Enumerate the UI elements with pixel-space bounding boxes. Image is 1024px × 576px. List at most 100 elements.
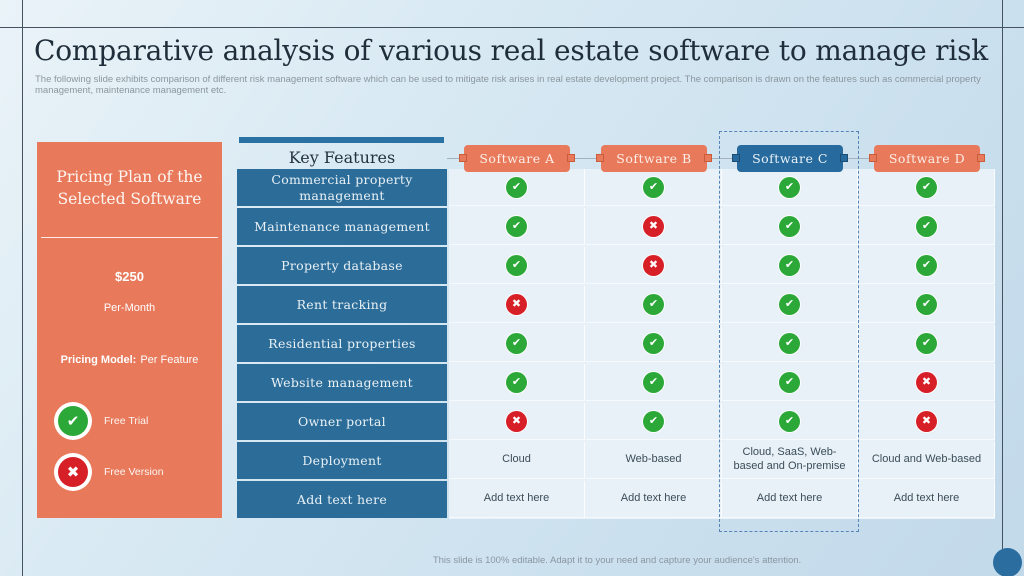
check-icon: ✔ xyxy=(643,410,664,432)
tab-software-c[interactable]: Software C xyxy=(732,145,848,172)
feature-row-label[interactable]: Residential properties xyxy=(237,325,447,362)
table-cell[interactable]: ✔ xyxy=(722,247,858,284)
table-cell[interactable]: ✔ xyxy=(586,286,722,323)
cross-icon: ✖ xyxy=(916,410,937,432)
table-cell[interactable]: ✔ xyxy=(722,286,858,323)
feature-row-label[interactable]: Website management xyxy=(237,364,447,401)
check-icon: ✔ xyxy=(779,332,800,354)
table-cell[interactable]: Cloud and Web-based xyxy=(859,442,995,479)
feature-row-label[interactable]: Maintenance management xyxy=(237,208,447,245)
table-cell[interactable]: ✔ xyxy=(722,403,858,440)
pricing-model: Pricing Model: Per Feature xyxy=(37,354,222,366)
legend-label: Free Version xyxy=(104,466,164,478)
check-icon: ✔ xyxy=(506,332,527,354)
table-cell[interactable]: Cloud xyxy=(449,442,585,479)
feature-label-text: Deployment xyxy=(302,452,382,468)
check-icon: ✔ xyxy=(916,215,937,237)
check-icon: ✔ xyxy=(779,410,800,432)
table-cell[interactable]: Add text here xyxy=(449,481,585,518)
page-title: Comparative analysis of various real est… xyxy=(34,34,989,67)
table-cell[interactable]: ✔ xyxy=(449,247,585,284)
tab-handle-right xyxy=(840,154,848,162)
cross-icon: ✖ xyxy=(916,371,937,393)
feature-label-text: Maintenance management xyxy=(254,218,430,234)
feature-label-text: Owner portal xyxy=(298,413,386,429)
check-icon: ✔ xyxy=(643,332,664,354)
pricing-panel[interactable]: Pricing Plan of the Selected Software $2… xyxy=(37,142,222,518)
frame-line-left xyxy=(22,0,23,576)
table-cell[interactable]: ✔ xyxy=(859,286,995,323)
table-cell[interactable]: Web-based xyxy=(586,442,722,479)
cell-text: Add text here xyxy=(620,492,687,505)
tab-software-b[interactable]: Software B xyxy=(596,145,712,172)
pricing-model-value: Per Feature xyxy=(140,354,199,366)
check-icon: ✔ xyxy=(506,176,527,198)
table-cell[interactable]: ✖ xyxy=(859,403,995,440)
tab-label: Software A xyxy=(479,151,555,166)
cell-text: Add text here xyxy=(893,492,960,505)
table-cell[interactable]: Add text here xyxy=(722,481,858,518)
table-cell[interactable]: ✔ xyxy=(586,325,722,362)
tab-handle-right xyxy=(567,154,575,162)
tab-label: Software D xyxy=(888,151,966,166)
tab-software-d[interactable]: Software D xyxy=(869,145,985,172)
legend-free-trial: ✔ Free Trial xyxy=(58,402,148,440)
cell-text: Cloud and Web-based xyxy=(871,453,982,466)
feature-row-label[interactable]: Deployment xyxy=(237,442,447,479)
frame-line-top xyxy=(0,27,1024,28)
table-cell[interactable]: ✔ xyxy=(449,208,585,245)
feature-row-label[interactable]: Rent tracking xyxy=(237,286,447,323)
cross-icon: ✖ xyxy=(643,215,664,237)
cell-text: Web-based xyxy=(625,453,682,466)
table-cell[interactable]: ✔ xyxy=(859,208,995,245)
cell-text: Cloud, SaaS, Web-based and On-premise xyxy=(733,446,846,472)
table-cell[interactable]: ✔ xyxy=(722,325,858,362)
table-cell[interactable]: Cloud, SaaS, Web-based and On-premise xyxy=(722,442,858,479)
feature-row-label[interactable]: Owner portal xyxy=(237,403,447,440)
check-icon: ✔ xyxy=(916,293,937,315)
check-icon: ✔ xyxy=(506,215,527,237)
pricing-price: $250 xyxy=(115,269,144,284)
table-cell[interactable]: ✔ xyxy=(722,208,858,245)
check-icon: ✔ xyxy=(643,293,664,315)
tab-connector-line xyxy=(447,158,977,159)
cross-icon: ✖ xyxy=(58,457,88,487)
feature-row-label[interactable]: Commercial property management xyxy=(237,169,447,206)
tab-handle-right xyxy=(977,154,985,162)
table-cell[interactable]: ✖ xyxy=(586,247,722,284)
check-icon: ✔ xyxy=(643,176,664,198)
feature-row-label[interactable]: Property database xyxy=(237,247,447,284)
check-icon: ✔ xyxy=(779,254,800,276)
table-cell[interactable]: ✔ xyxy=(586,169,722,206)
table-cell[interactable]: ✔ xyxy=(449,364,585,401)
feature-label-text: Rent tracking xyxy=(296,296,388,312)
footer-note: This slide is 100% editable. Adapt it to… xyxy=(432,555,802,566)
table-cell[interactable]: ✔ xyxy=(859,247,995,284)
table-cell[interactable]: ✔ xyxy=(449,325,585,362)
tab-software-a[interactable]: Software A xyxy=(459,145,575,172)
check-icon: ✔ xyxy=(916,254,937,276)
table-cell[interactable]: Add text here xyxy=(859,481,995,518)
table-cell[interactable]: ✔ xyxy=(586,403,722,440)
pricing-period: Per-Month xyxy=(103,302,156,314)
table-cell[interactable]: ✖ xyxy=(449,286,585,323)
table-cell[interactable]: ✔ xyxy=(859,325,995,362)
cross-icon: ✖ xyxy=(506,293,527,315)
pricing-model-label: Pricing Model: xyxy=(60,354,137,366)
table-cell[interactable]: ✔ xyxy=(449,169,585,206)
tab-label: Software C xyxy=(752,151,828,166)
feature-label-text: Add text here xyxy=(296,491,388,507)
check-icon: ✔ xyxy=(779,176,800,198)
table-cell[interactable]: ✖ xyxy=(449,403,585,440)
cross-icon: ✖ xyxy=(506,410,527,432)
table-cell[interactable]: ✔ xyxy=(722,169,858,206)
table-cell[interactable]: ✔ xyxy=(859,169,995,206)
cross-icon: ✖ xyxy=(643,254,664,276)
table-cell[interactable]: ✔ xyxy=(722,364,858,401)
feature-row-label[interactable]: Add text here xyxy=(237,481,447,518)
table-cell[interactable]: ✔ xyxy=(586,364,722,401)
table-cell[interactable]: ✖ xyxy=(859,364,995,401)
table-cell[interactable]: ✖ xyxy=(586,208,722,245)
table-cell[interactable]: Add text here xyxy=(586,481,722,518)
